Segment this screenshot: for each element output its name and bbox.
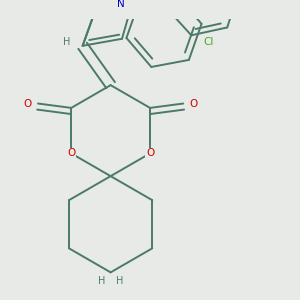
Text: H: H [98, 276, 106, 286]
Text: Cl: Cl [204, 37, 214, 47]
Text: N: N [117, 0, 125, 9]
Text: O: O [146, 148, 154, 158]
Text: O: O [23, 98, 32, 109]
Text: O: O [67, 148, 75, 158]
Text: H: H [116, 276, 123, 286]
Text: O: O [190, 98, 198, 109]
Text: H: H [63, 37, 70, 47]
